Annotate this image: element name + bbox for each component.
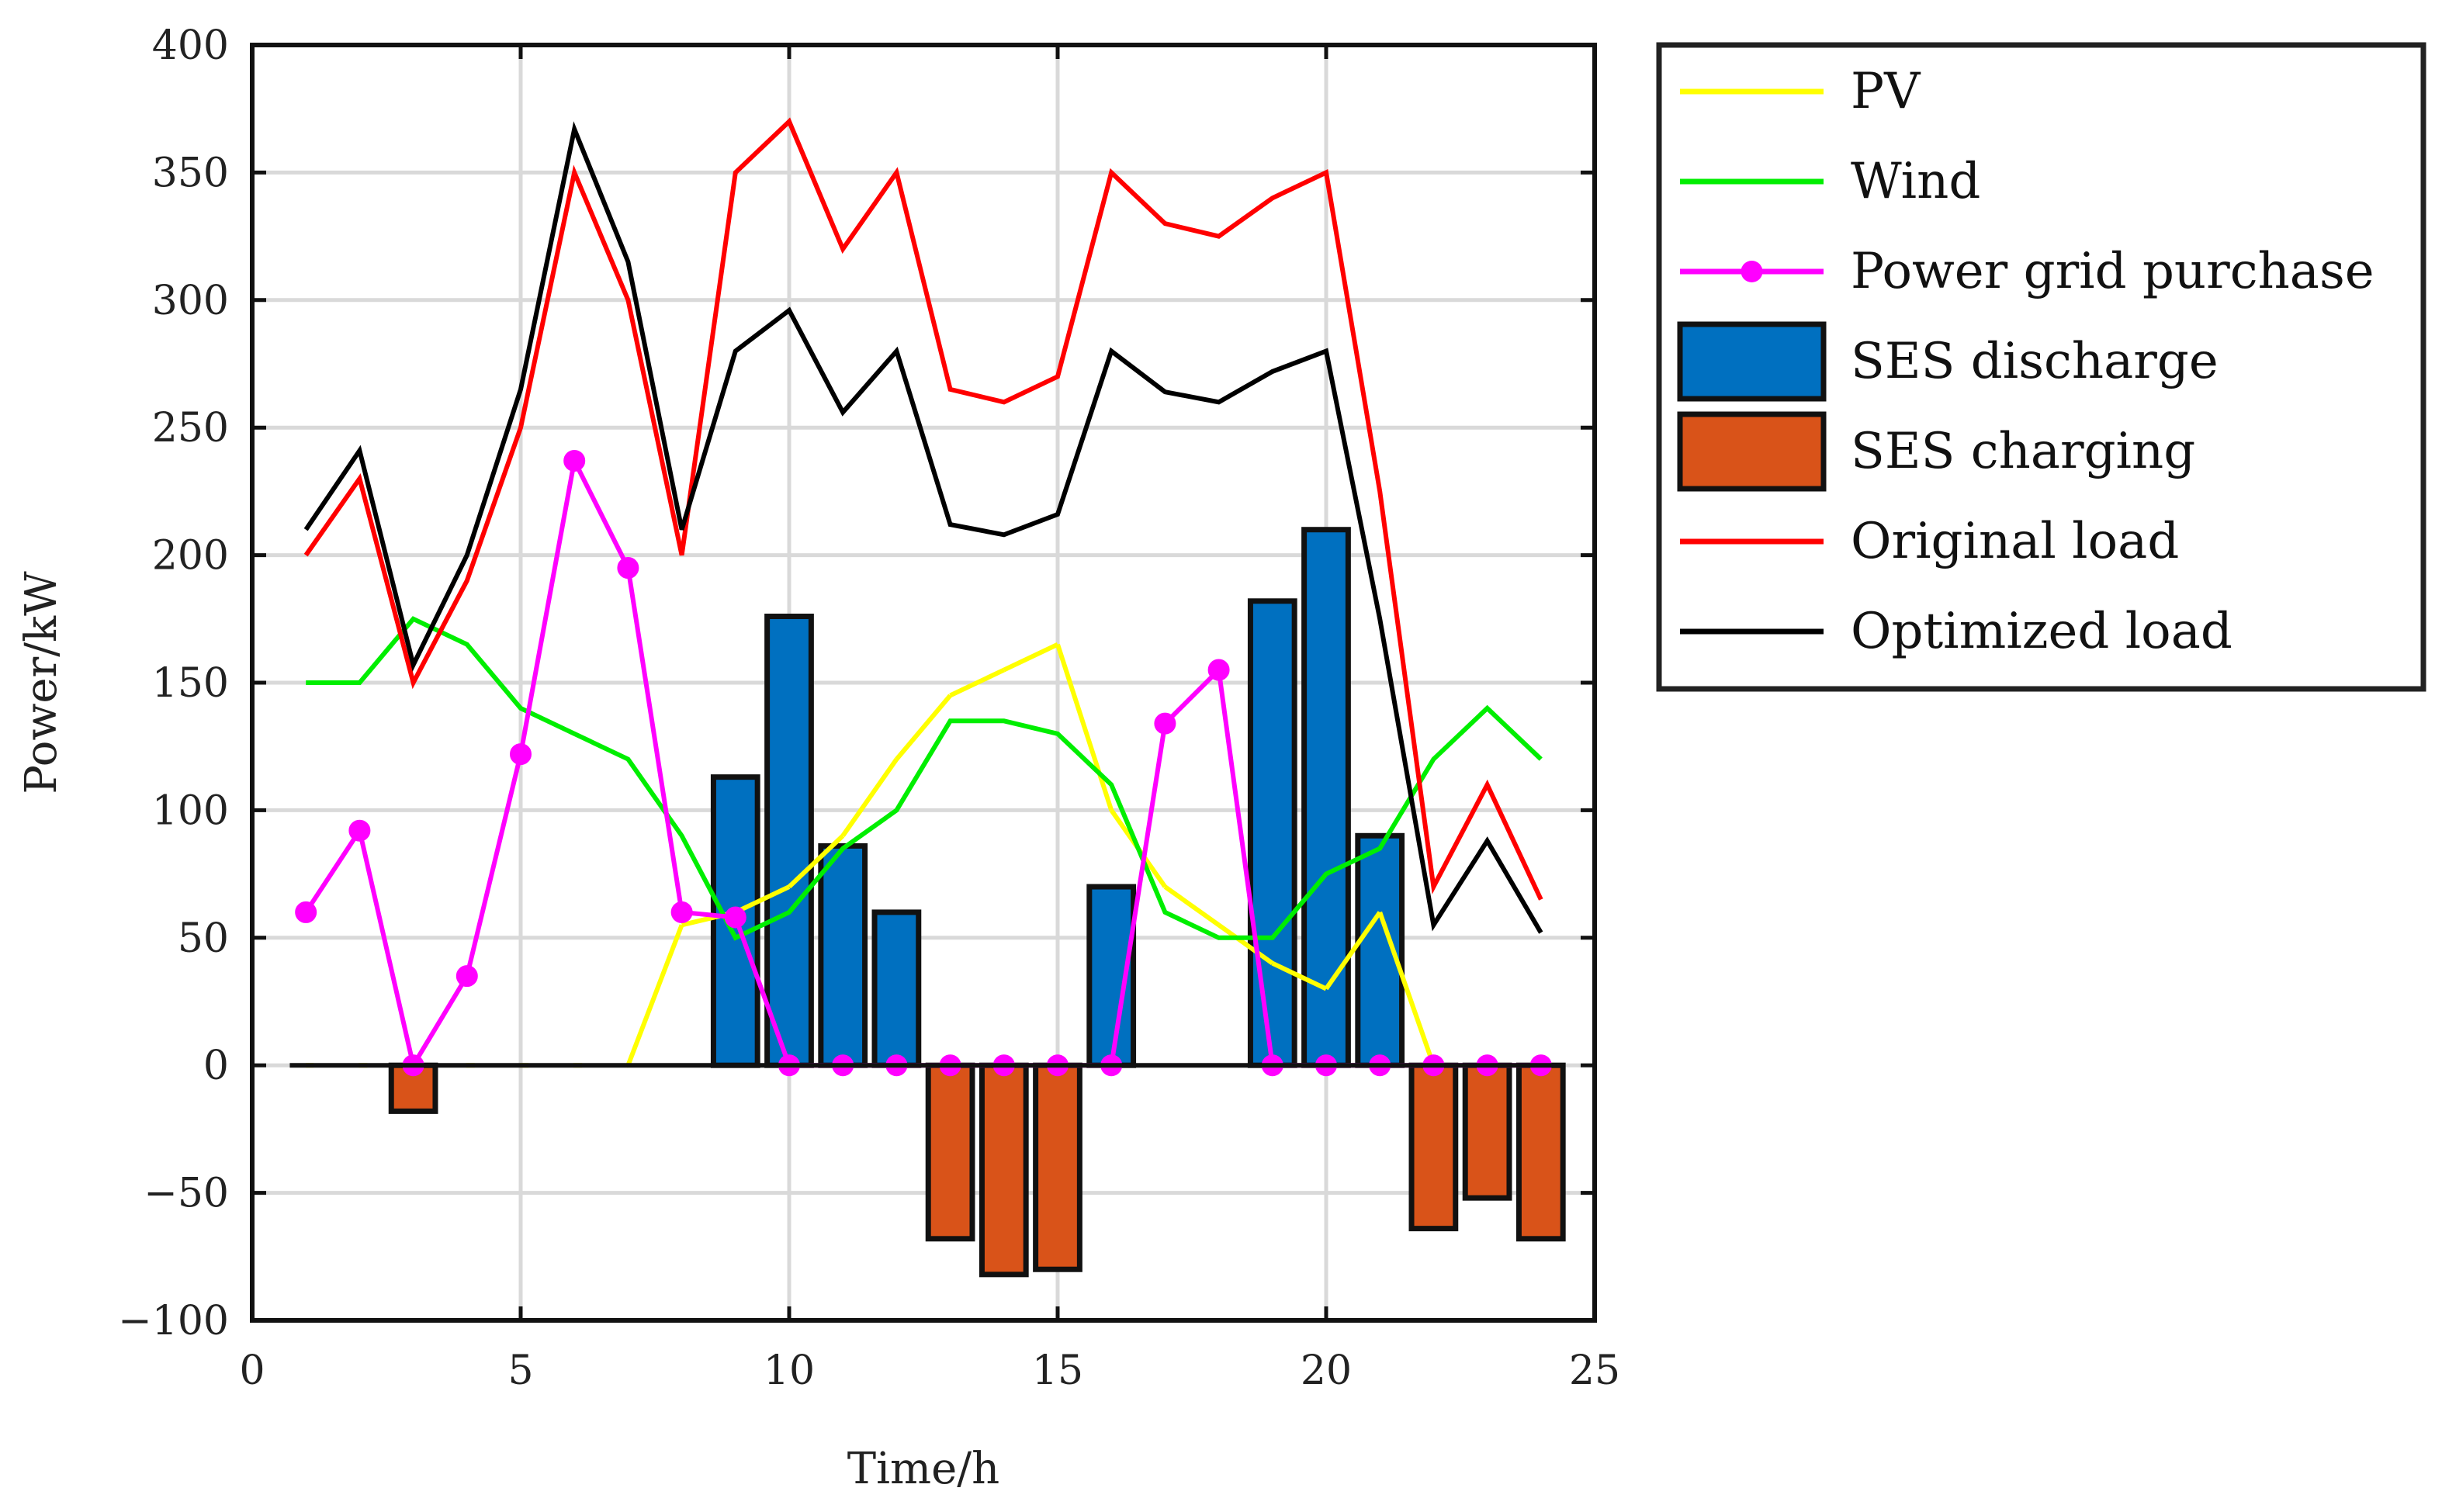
pv-line-segment bbox=[734, 884, 791, 915]
ses-discharge-bar bbox=[1301, 527, 1351, 1068]
ses-discharge-legend-label: SES discharge bbox=[1851, 333, 2219, 390]
ses-charging-bar bbox=[1033, 1062, 1082, 1272]
legend: PV Wind Power grid purchase SES discharge SE… bbox=[1656, 42, 2426, 692]
ses-charging-bar bbox=[925, 1062, 975, 1242]
tick-labels: 0 5 10 15 20 25 400 350 300 250 200 150 100 50 0 −50 −10… bbox=[16, 22, 1620, 1494]
ses-charging-bar bbox=[1408, 1062, 1459, 1232]
pv-line-segment bbox=[1003, 642, 1059, 673]
y-tick-label: −100 bbox=[118, 1298, 229, 1344]
y-tick-label: 400 bbox=[152, 22, 229, 69]
optimized-load-line bbox=[303, 121, 1543, 934]
grid-purchase-legend-marker bbox=[1741, 261, 1763, 282]
pv-line-segment bbox=[840, 757, 899, 838]
x-tick-label: 25 bbox=[1569, 1348, 1620, 1394]
pv-line-segment bbox=[949, 667, 1006, 698]
wind-line bbox=[306, 616, 1543, 941]
ses-discharge-bar bbox=[871, 909, 922, 1068]
pv-line-segment bbox=[625, 924, 684, 1067]
pv-line-segment bbox=[1055, 643, 1114, 811]
ses-charging-bar bbox=[1515, 1062, 1566, 1242]
y-tick-label: 300 bbox=[152, 278, 229, 324]
ses-charging-legend-label: SES charging bbox=[1851, 423, 2195, 480]
grid-purchase-marker bbox=[670, 901, 693, 923]
pv-line-segment bbox=[1271, 960, 1328, 991]
pv-line-segment bbox=[1377, 911, 1436, 1067]
y-tick-label: 150 bbox=[152, 660, 229, 707]
x-tick-label: 0 bbox=[239, 1348, 265, 1394]
pv-line-segment bbox=[787, 834, 845, 889]
x-axis-title: Time/h bbox=[847, 1444, 999, 1494]
grid-purchase-marker bbox=[510, 743, 532, 766]
ses-charging-legend-swatch bbox=[1677, 411, 1827, 492]
y-tick-label: 100 bbox=[152, 787, 229, 834]
grid-purchase-marker bbox=[724, 906, 746, 929]
ses-charging-bar bbox=[979, 1062, 1029, 1278]
ses-discharge-bar bbox=[1247, 598, 1297, 1068]
grid-purchase-marker bbox=[1154, 712, 1176, 735]
pv-line-segment bbox=[895, 694, 952, 761]
ses-discharge-bar bbox=[818, 842, 868, 1068]
power-grid-purchase-legend-label: Power grid purchase bbox=[1851, 243, 2374, 300]
y-tick-label: 200 bbox=[152, 533, 229, 580]
pv-line-segment bbox=[1163, 884, 1221, 927]
ses-discharge-bar bbox=[1086, 884, 1137, 1068]
ses-charging-bar bbox=[1462, 1062, 1512, 1201]
grid-purchase-marker bbox=[563, 449, 586, 472]
ses-discharge-bar bbox=[764, 614, 814, 1068]
x-tick-label: 15 bbox=[1032, 1348, 1083, 1394]
series-markers bbox=[295, 449, 1552, 1077]
original-load-line bbox=[303, 117, 1543, 901]
y-tick-label: −50 bbox=[144, 1171, 229, 1217]
grid-purchase-marker bbox=[455, 965, 478, 988]
pv-line-segment bbox=[1217, 922, 1274, 966]
y-tick-label: 350 bbox=[152, 150, 229, 196]
grid-purchase-marker bbox=[1207, 659, 1230, 681]
y-tick-label: 50 bbox=[178, 915, 229, 962]
y-axis-title: Power/kW bbox=[16, 571, 67, 794]
y-tick-label: 250 bbox=[152, 405, 229, 452]
pv-line-segment bbox=[1324, 911, 1382, 991]
bars bbox=[388, 527, 1566, 1278]
pv-legend-label: PV bbox=[1851, 63, 1921, 120]
x-tick-label: 5 bbox=[507, 1348, 533, 1394]
grid-purchase-marker bbox=[348, 819, 371, 842]
optimized-load-legend-label: Optimized load bbox=[1851, 603, 2232, 660]
ses-discharge-legend-swatch bbox=[1677, 321, 1827, 402]
x-tick-label: 20 bbox=[1301, 1348, 1352, 1394]
original-load-legend-label: Original load bbox=[1851, 513, 2179, 570]
grid-purchase-marker bbox=[617, 557, 639, 580]
axes bbox=[250, 43, 1597, 1323]
y-tick-label: 0 bbox=[203, 1043, 229, 1089]
x-tick-label: 10 bbox=[764, 1348, 815, 1394]
wind-legend-label: Wind bbox=[1851, 153, 1980, 210]
grid-purchase-marker bbox=[295, 901, 317, 923]
ses-charging-bar bbox=[388, 1062, 438, 1114]
